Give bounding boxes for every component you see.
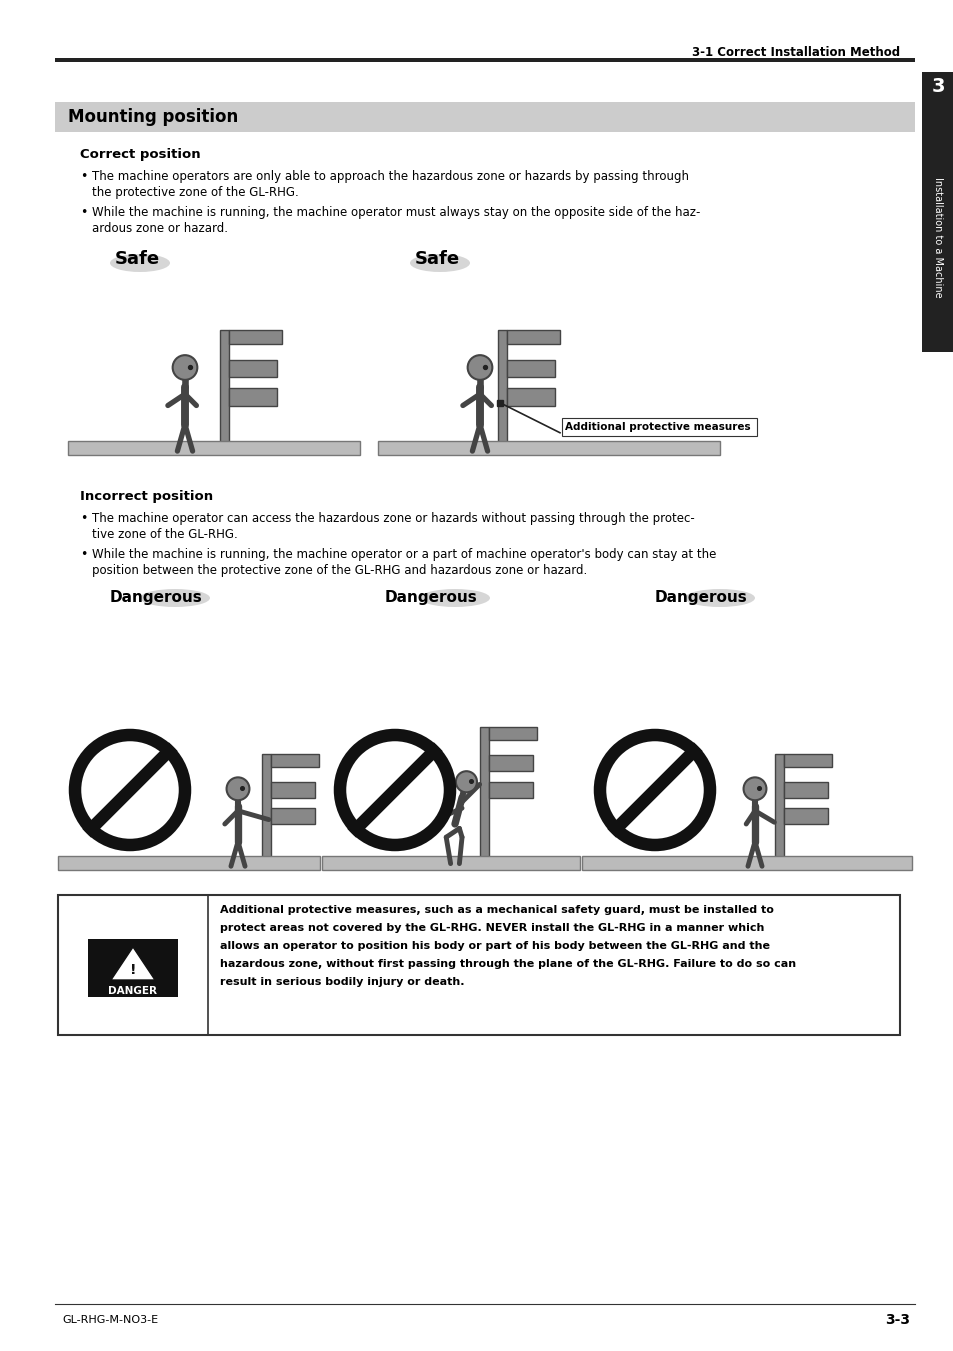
Bar bbox=[783, 808, 827, 824]
Text: result in serious bodily injury or death.: result in serious bodily injury or death… bbox=[220, 977, 464, 988]
Text: Mounting position: Mounting position bbox=[68, 108, 238, 126]
Bar bbox=[58, 857, 319, 870]
Text: allows an operator to position his body or part of his body between the GL-RHG a: allows an operator to position his body … bbox=[220, 942, 769, 951]
Text: •: • bbox=[80, 549, 88, 561]
Ellipse shape bbox=[442, 861, 467, 869]
Text: GL-RHG-M-NO3-E: GL-RHG-M-NO3-E bbox=[62, 1315, 158, 1325]
Text: ardous zone or hazard.: ardous zone or hazard. bbox=[91, 222, 228, 235]
Ellipse shape bbox=[172, 444, 198, 454]
Bar bbox=[68, 440, 359, 455]
Ellipse shape bbox=[466, 444, 493, 454]
Ellipse shape bbox=[684, 589, 754, 607]
Bar bbox=[921, 72, 953, 353]
Circle shape bbox=[742, 777, 765, 800]
Bar bbox=[377, 440, 720, 455]
Text: •: • bbox=[80, 512, 88, 526]
Text: While the machine is running, the machine operator or a part of machine operator: While the machine is running, the machin… bbox=[91, 549, 716, 561]
Text: Dangerous: Dangerous bbox=[655, 590, 747, 605]
Text: 3-3: 3-3 bbox=[884, 1313, 909, 1327]
Text: While the machine is running, the machine operator must always stay on the oppos: While the machine is running, the machin… bbox=[91, 205, 700, 219]
Bar bbox=[271, 754, 319, 767]
Circle shape bbox=[456, 771, 476, 792]
Bar bbox=[322, 857, 579, 870]
Text: •: • bbox=[80, 205, 88, 219]
Bar bbox=[774, 754, 783, 867]
Text: the protective zone of the GL-RHG.: the protective zone of the GL-RHG. bbox=[91, 186, 298, 199]
Bar bbox=[476, 861, 497, 867]
Bar bbox=[488, 727, 537, 740]
Bar bbox=[230, 359, 276, 377]
Bar bbox=[271, 782, 314, 797]
Text: •: • bbox=[80, 170, 88, 182]
Bar bbox=[257, 861, 279, 867]
Text: Additional protective measures: Additional protective measures bbox=[564, 422, 750, 432]
Text: The machine operators are only able to approach the hazardous zone or hazards by: The machine operators are only able to a… bbox=[91, 170, 688, 182]
Bar bbox=[497, 330, 507, 453]
Bar bbox=[488, 782, 532, 797]
Bar bbox=[488, 755, 532, 771]
Ellipse shape bbox=[410, 254, 470, 272]
Text: tive zone of the GL-RHG.: tive zone of the GL-RHG. bbox=[91, 528, 237, 540]
Circle shape bbox=[467, 355, 492, 380]
Polygon shape bbox=[111, 947, 154, 979]
Text: 3: 3 bbox=[930, 77, 943, 96]
Bar bbox=[561, 417, 757, 436]
Text: Additional protective measures: Additional protective measures bbox=[564, 422, 750, 432]
Text: Correct position: Correct position bbox=[80, 149, 200, 161]
Bar bbox=[507, 330, 559, 343]
Bar bbox=[581, 857, 911, 870]
Bar bbox=[58, 894, 899, 1035]
Circle shape bbox=[172, 355, 197, 380]
Bar bbox=[88, 939, 178, 997]
Text: Dangerous: Dangerous bbox=[385, 590, 477, 605]
Ellipse shape bbox=[419, 589, 490, 607]
Text: Dangerous: Dangerous bbox=[110, 590, 203, 605]
Bar bbox=[271, 808, 314, 824]
Text: Installation to a Machine: Installation to a Machine bbox=[932, 177, 942, 297]
Bar bbox=[215, 446, 239, 453]
Text: The machine operator can access the hazardous zone or hazards without passing th: The machine operator can access the haza… bbox=[91, 512, 694, 526]
Text: Safe: Safe bbox=[115, 250, 160, 267]
Bar bbox=[493, 446, 517, 453]
Ellipse shape bbox=[140, 589, 210, 607]
Ellipse shape bbox=[110, 254, 170, 272]
Ellipse shape bbox=[226, 861, 250, 869]
Ellipse shape bbox=[741, 861, 766, 869]
Bar bbox=[783, 782, 827, 797]
Bar bbox=[770, 861, 792, 867]
Circle shape bbox=[226, 777, 249, 800]
Text: protect areas not covered by the GL-RHG. NEVER install the GL-RHG in a manner wh: protect areas not covered by the GL-RHG.… bbox=[220, 923, 763, 934]
Bar bbox=[55, 58, 914, 62]
Text: hazardous zone, without first passing through the plane of the GL-RHG. Failure t: hazardous zone, without first passing th… bbox=[220, 959, 796, 969]
Bar bbox=[220, 330, 230, 453]
Bar bbox=[507, 388, 555, 405]
Text: Safe: Safe bbox=[415, 250, 459, 267]
Bar bbox=[230, 330, 281, 343]
Bar bbox=[262, 754, 271, 867]
Text: DANGER: DANGER bbox=[109, 986, 157, 996]
Text: Additional protective measures, such as a mechanical safety guard, must be insta: Additional protective measures, such as … bbox=[220, 905, 773, 915]
Text: 3-1 Correct Installation Method: 3-1 Correct Installation Method bbox=[691, 46, 899, 58]
Bar bbox=[507, 359, 555, 377]
Bar bbox=[479, 727, 488, 867]
Text: position between the protective zone of the GL-RHG and hazardous zone or hazard.: position between the protective zone of … bbox=[91, 563, 587, 577]
Bar bbox=[55, 101, 914, 132]
Bar bbox=[783, 754, 831, 767]
Bar bbox=[230, 388, 276, 405]
Text: Incorrect position: Incorrect position bbox=[80, 490, 213, 503]
Text: !: ! bbox=[130, 963, 136, 977]
